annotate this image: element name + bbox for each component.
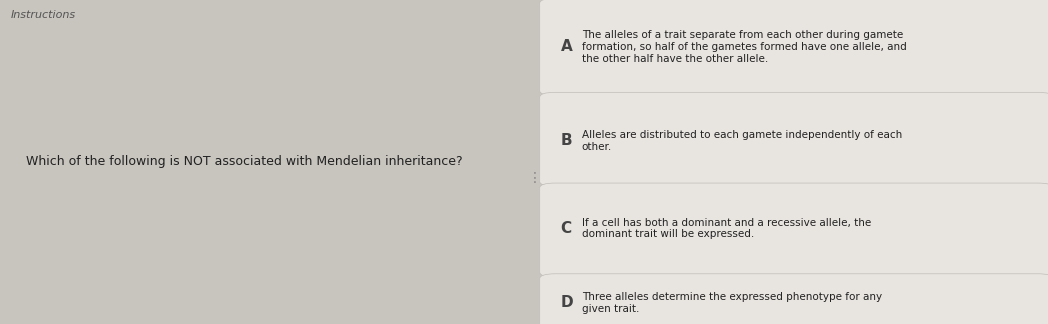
FancyBboxPatch shape bbox=[540, 0, 1048, 324]
FancyBboxPatch shape bbox=[540, 274, 1048, 324]
Text: If a cell has both a dominant and a recessive allele, the
dominant trait will be: If a cell has both a dominant and a rece… bbox=[582, 218, 871, 239]
Text: Instructions: Instructions bbox=[10, 10, 75, 20]
Text: The alleles of a trait separate from each other during gamete
formation, so half: The alleles of a trait separate from eac… bbox=[582, 30, 907, 64]
Text: D: D bbox=[561, 295, 573, 310]
Text: C: C bbox=[561, 221, 572, 236]
FancyBboxPatch shape bbox=[0, 0, 540, 324]
Text: A: A bbox=[561, 40, 572, 54]
Text: Which of the following is NOT associated with Mendelian inheritance?: Which of the following is NOT associated… bbox=[26, 156, 463, 168]
Text: Three alleles determine the expressed phenotype for any
given trait.: Three alleles determine the expressed ph… bbox=[582, 292, 881, 314]
FancyBboxPatch shape bbox=[540, 183, 1048, 277]
FancyBboxPatch shape bbox=[540, 0, 1048, 96]
Text: B: B bbox=[561, 133, 572, 148]
Text: Alleles are distributed to each gamete independently of each
other.: Alleles are distributed to each gamete i… bbox=[582, 130, 902, 152]
Text: ⋮: ⋮ bbox=[527, 171, 542, 185]
FancyBboxPatch shape bbox=[540, 92, 1048, 186]
